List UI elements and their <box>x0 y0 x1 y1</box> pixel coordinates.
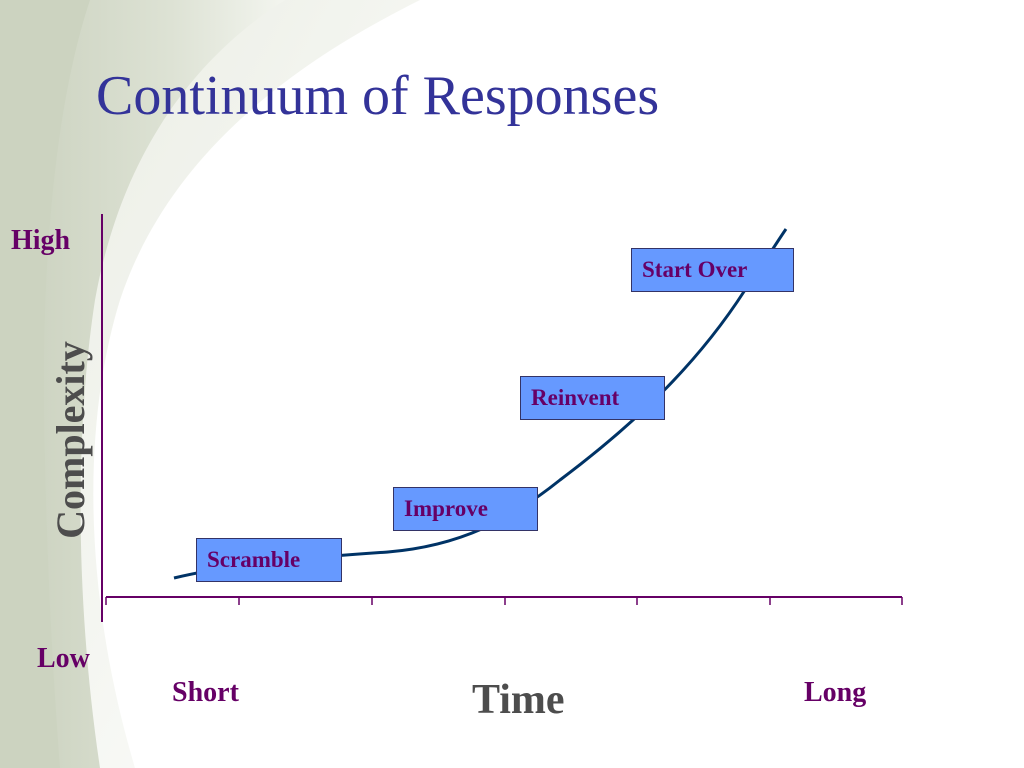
x-axis-ticks <box>105 597 903 605</box>
slide-title: Continuum of Responses <box>96 65 660 127</box>
x-axis-start-label: Short <box>172 677 239 708</box>
stage-box-scramble: Scramble <box>196 538 342 582</box>
y-axis-low-label: Low <box>37 643 90 674</box>
stage-box-improve: Improve <box>393 487 538 531</box>
x-axis-title: Time <box>472 677 565 723</box>
stage-box-start-over: Start Over <box>631 248 794 292</box>
stage-box-reinvent: Reinvent <box>520 376 665 420</box>
y-axis-high-label: High <box>11 225 71 256</box>
x-axis-end-label: Long <box>804 677 867 708</box>
